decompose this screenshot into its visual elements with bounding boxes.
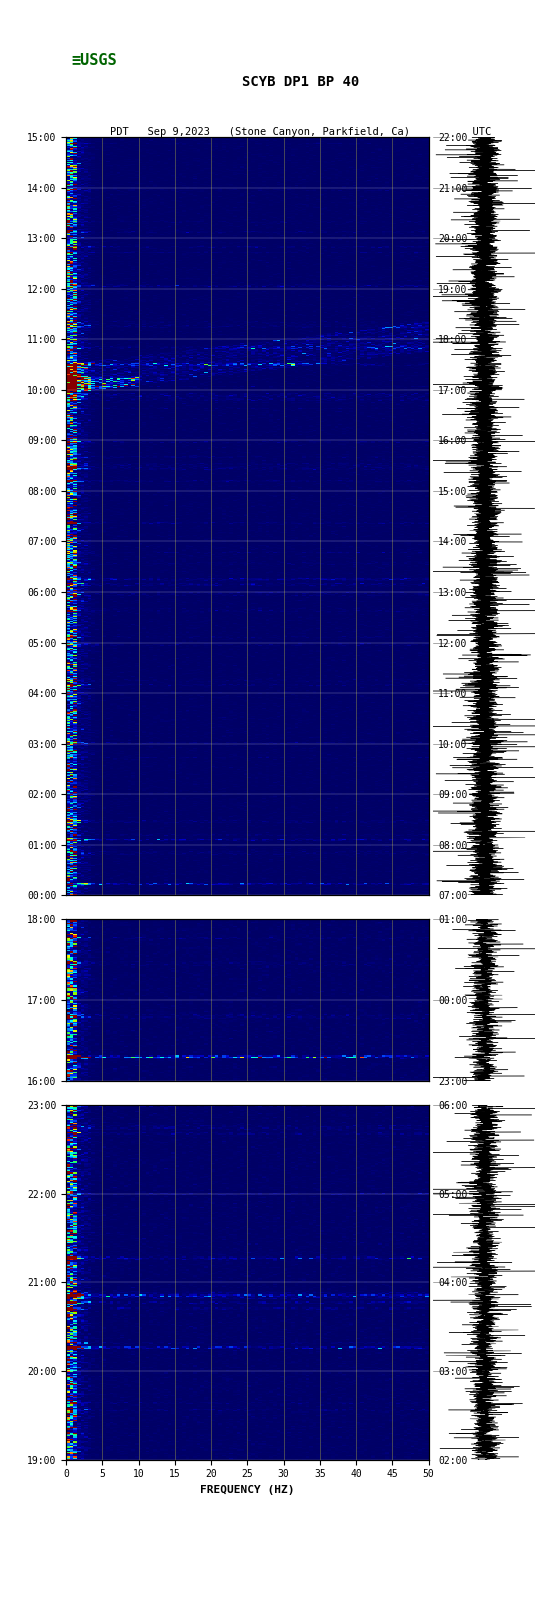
- Text: SCYB DP1 BP 40: SCYB DP1 BP 40: [242, 76, 359, 89]
- Text: PDT   Sep 9,2023   (Stone Canyon, Parkfield, Ca)          UTC: PDT Sep 9,2023 (Stone Canyon, Parkfield,…: [110, 127, 491, 137]
- Text: ≡USGS: ≡USGS: [71, 53, 116, 68]
- X-axis label: FREQUENCY (HZ): FREQUENCY (HZ): [200, 1486, 295, 1495]
